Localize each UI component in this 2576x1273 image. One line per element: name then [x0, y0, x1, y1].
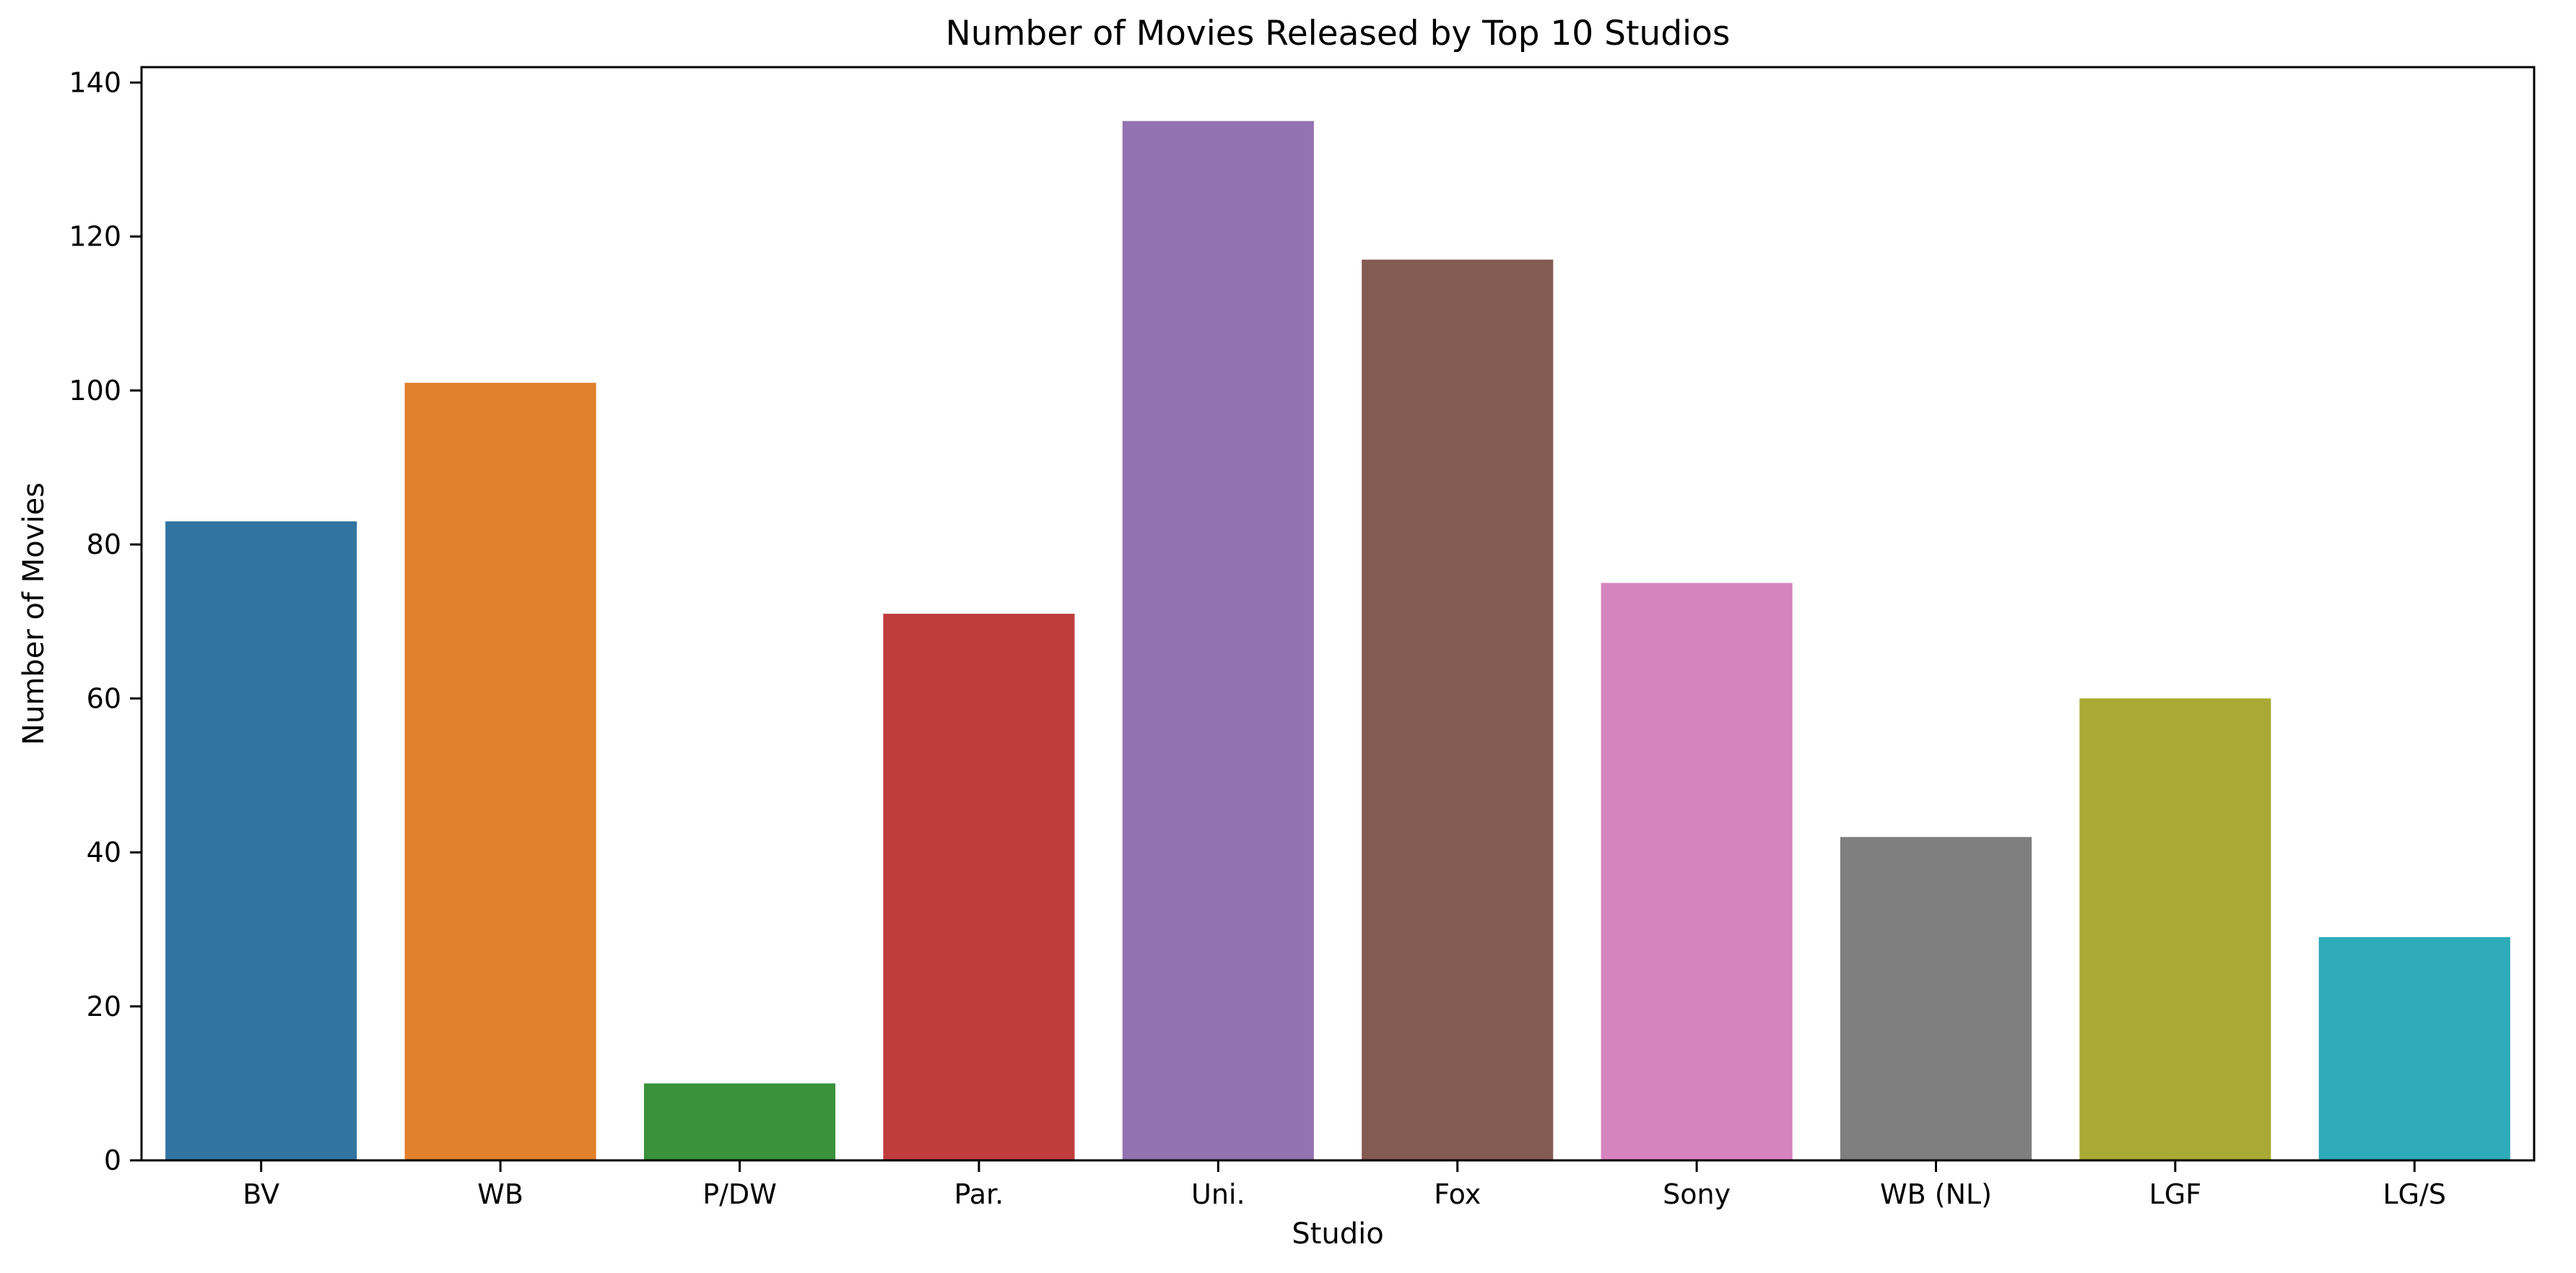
y-tick-label: 80 — [87, 529, 121, 560]
bar-wb-nl — [1840, 837, 2032, 1160]
x-tick-label: Sony — [1663, 1178, 1731, 1210]
y-tick-label: 140 — [69, 66, 121, 98]
plot-frame — [140, 66, 2536, 1162]
y-tick-label: 60 — [87, 682, 121, 714]
bars-group — [165, 121, 2510, 1161]
y-tick-label: 20 — [87, 991, 121, 1022]
bar-lg-s — [2318, 937, 2510, 1160]
x-axis-ticks: BV WB P/DW Par. Uni. Fox Sony WB (NL) LGF LG/S — [243, 1160, 2446, 1210]
y-tick-label: 120 — [69, 221, 121, 253]
x-tick-label: P/DW — [702, 1178, 777, 1210]
bar-p-dw — [643, 1083, 836, 1160]
x-axis-label: Studio — [1292, 1217, 1383, 1251]
x-tick-label: Par. — [954, 1178, 1004, 1210]
bar-wb — [404, 383, 596, 1160]
bar-lgf — [2079, 698, 2271, 1160]
x-tick-label: LG/S — [2383, 1178, 2447, 1210]
bar-uni — [1122, 121, 1314, 1161]
x-tick-label: BV — [243, 1178, 279, 1210]
bar-sony — [1601, 583, 1793, 1160]
x-tick-label: LGF — [2149, 1178, 2201, 1210]
y-axis-label: Number of Movies — [17, 482, 51, 745]
bar-bv — [165, 521, 357, 1160]
x-tick-label: WB (NL) — [1880, 1178, 1992, 1210]
bar-fox — [1362, 259, 1554, 1160]
bar-par — [883, 614, 1075, 1160]
y-tick-label: 0 — [104, 1144, 121, 1176]
x-tick-label: WB — [477, 1178, 523, 1210]
chart-title: Number of Movies Released by Top 10 Stud… — [946, 14, 1731, 53]
x-tick-label: Uni. — [1191, 1178, 1245, 1210]
y-tick-label: 40 — [87, 837, 121, 869]
x-tick-label: Fox — [1434, 1178, 1481, 1210]
y-axis-ticks: 0 20 40 60 80 100 120 140 — [69, 66, 142, 1176]
y-tick-label: 100 — [69, 375, 121, 407]
